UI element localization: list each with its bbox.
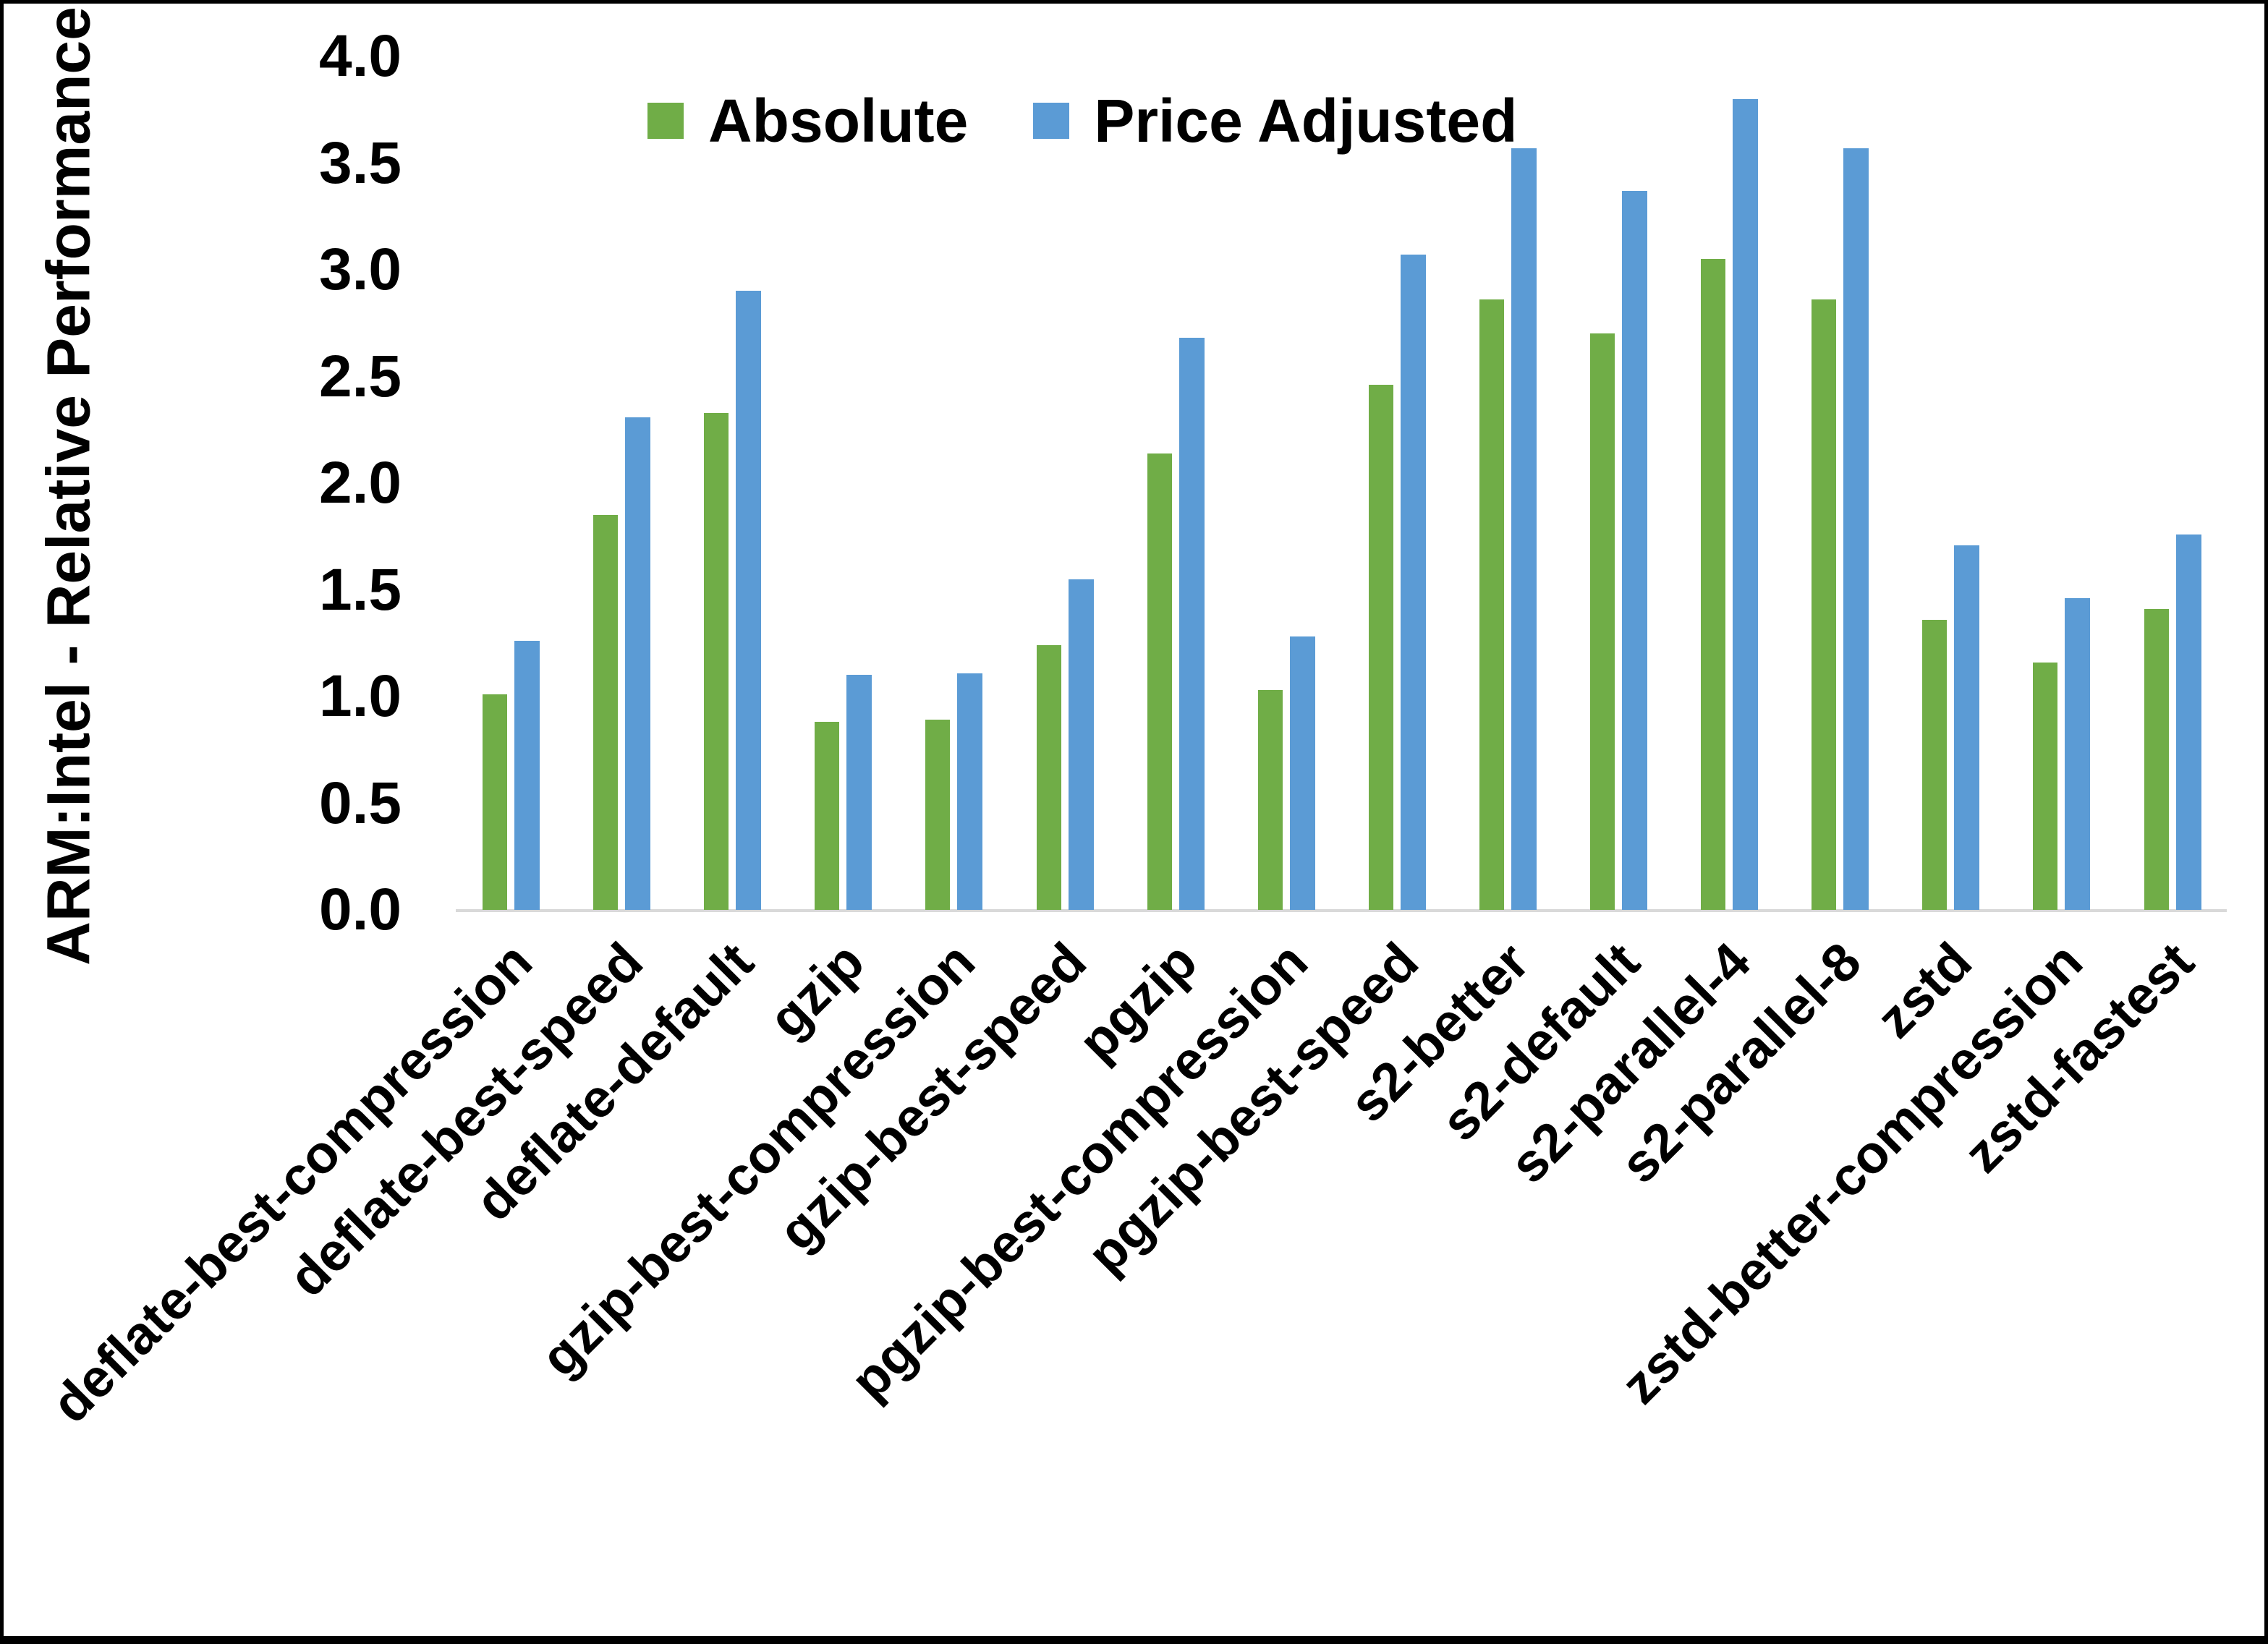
legend: Absolute Price Adjusted (647, 90, 1517, 151)
bar-s2-better-price-adjusted (1511, 148, 1537, 910)
y-axis-title: ARM:Intel - Relative Performance (34, 7, 103, 966)
border-right (2264, 0, 2268, 1644)
bar-deflate-best-speed-price-adjusted (625, 417, 650, 910)
bar-gzip-best-speed-absolute (1037, 645, 1061, 910)
border-bottom (0, 1636, 2268, 1644)
bar-gzip-best-compression-absolute (925, 720, 950, 910)
bar-deflate-default-price-adjusted (736, 291, 761, 910)
border-top (0, 0, 2268, 4)
bar-gzip-best-compression-price-adjusted (957, 673, 982, 910)
border-left (0, 0, 4, 1644)
bar-pgzip-best-compression-absolute (1258, 690, 1283, 910)
y-tick-label-1.5: 1.5 (319, 556, 402, 623)
bar-deflate-default-absolute (704, 413, 729, 910)
legend-label-price-adjusted: Price Adjusted (1094, 87, 1518, 155)
bar-s2-better-absolute (1479, 299, 1504, 910)
y-tick-label-0.0: 0.0 (319, 877, 402, 942)
bar-gzip-absolute (815, 722, 839, 910)
bar-pgzip-price-adjusted (1179, 338, 1205, 910)
legend-item-price-adjusted: Price Adjusted (1033, 90, 1517, 151)
bar-pgzip-best-speed-absolute (1369, 385, 1393, 910)
bar-zstd-better-compression-absolute (2033, 663, 2057, 910)
bar-deflate-best-compression-price-adjusted (514, 641, 540, 910)
y-tick-label-1.0: 1.0 (319, 663, 402, 729)
bar-zstd-fastest-absolute (2144, 609, 2169, 910)
bar-deflate-best-speed-absolute (593, 515, 618, 910)
y-tick-label-2.5: 2.5 (319, 343, 402, 409)
bar-deflate-best-compression-absolute (483, 694, 507, 910)
y-tick-label-3.5: 3.5 (319, 129, 402, 196)
bar-zstd-absolute (1922, 620, 1947, 910)
bar-zstd-better-compression-price-adjusted (2065, 598, 2090, 910)
bar-zstd-fastest-price-adjusted (2176, 534, 2201, 910)
bar-s2-parallel-4-price-adjusted (1733, 99, 1758, 910)
y-tick-label-3.0: 3.0 (319, 237, 402, 302)
bar-s2-default-price-adjusted (1622, 191, 1647, 910)
bar-s2-default-absolute (1590, 333, 1615, 910)
x-axis-line (456, 909, 2227, 912)
bar-zstd-price-adjusted (1954, 545, 1979, 910)
bar-s2-parallel-4-absolute (1701, 259, 1725, 910)
legend-swatch-price-adjusted-icon (1033, 103, 1070, 139)
bar-pgzip-absolute (1147, 453, 1172, 910)
bar-s2-parallel-8-absolute (1812, 299, 1836, 910)
y-tick-label-4.0: 4.0 (319, 23, 402, 89)
legend-item-absolute: Absolute (647, 90, 968, 151)
legend-label-absolute: Absolute (708, 87, 969, 155)
legend-swatch-absolute-icon (647, 103, 684, 139)
bar-s2-parallel-8-price-adjusted (1843, 148, 1869, 910)
bar-pgzip-best-speed-price-adjusted (1401, 255, 1426, 910)
bar-pgzip-best-compression-price-adjusted (1290, 636, 1315, 910)
bar-gzip-price-adjusted (846, 675, 872, 910)
bar-gzip-best-speed-price-adjusted (1069, 579, 1094, 910)
y-tick-label-2.0: 2.0 (319, 450, 402, 516)
y-tick-label-0.5: 0.5 (319, 770, 402, 836)
